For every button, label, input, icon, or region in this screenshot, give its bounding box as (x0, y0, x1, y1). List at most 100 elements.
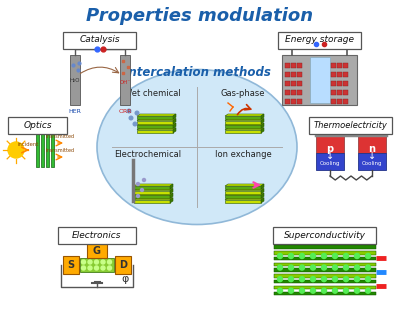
Bar (70, 55, 80, 105)
Bar (46, 133, 49, 167)
Bar (274, 245, 376, 249)
Polygon shape (261, 193, 264, 198)
Text: Properties modulation: Properties modulation (86, 7, 314, 25)
Bar (274, 292, 376, 295)
Bar (331, 89, 336, 95)
Bar (344, 62, 349, 68)
Bar (137, 116, 173, 119)
Bar (285, 89, 290, 95)
Bar (297, 62, 302, 68)
Text: ORR: ORR (118, 109, 132, 114)
Bar (274, 286, 376, 289)
Text: Electronics: Electronics (72, 230, 122, 240)
Circle shape (288, 288, 294, 293)
Text: incident: incident (17, 142, 39, 147)
Bar (225, 130, 261, 133)
Circle shape (366, 288, 370, 293)
Circle shape (288, 265, 294, 270)
Polygon shape (137, 128, 176, 130)
Bar (285, 62, 290, 68)
Bar (41, 133, 44, 167)
Bar (120, 55, 130, 105)
Bar (274, 268, 376, 272)
Text: S: S (67, 260, 74, 270)
Circle shape (143, 178, 145, 181)
Polygon shape (261, 123, 264, 128)
Polygon shape (225, 128, 264, 130)
Circle shape (310, 288, 316, 293)
Circle shape (8, 142, 24, 158)
Circle shape (277, 277, 282, 281)
Bar (338, 98, 342, 103)
Bar (134, 186, 170, 189)
Polygon shape (170, 198, 173, 203)
Circle shape (344, 277, 349, 281)
Circle shape (366, 265, 370, 270)
Polygon shape (225, 188, 264, 190)
Circle shape (299, 265, 305, 270)
Bar (297, 72, 302, 76)
Text: φ: φ (121, 274, 129, 284)
Polygon shape (173, 128, 176, 133)
Bar (285, 81, 290, 85)
Circle shape (129, 116, 133, 120)
Text: Ion exchange: Ion exchange (215, 150, 271, 159)
Polygon shape (134, 184, 173, 186)
Polygon shape (134, 198, 173, 200)
Bar (137, 125, 173, 128)
Bar (225, 190, 261, 194)
Circle shape (333, 254, 338, 258)
Circle shape (322, 288, 327, 293)
FancyBboxPatch shape (87, 244, 107, 258)
Circle shape (277, 254, 282, 258)
Bar (225, 121, 261, 124)
Text: transmitted: transmitted (45, 148, 74, 153)
FancyBboxPatch shape (310, 116, 392, 134)
Circle shape (127, 109, 131, 113)
Circle shape (355, 265, 359, 270)
Circle shape (322, 265, 327, 270)
Polygon shape (225, 114, 264, 116)
Polygon shape (134, 188, 173, 190)
Circle shape (88, 266, 92, 270)
Text: Cooling: Cooling (362, 161, 382, 165)
Circle shape (299, 254, 305, 258)
Circle shape (277, 288, 282, 293)
Polygon shape (261, 198, 264, 203)
Polygon shape (173, 114, 176, 119)
Bar (134, 195, 170, 198)
Polygon shape (137, 119, 176, 121)
Polygon shape (134, 193, 173, 195)
Bar (36, 133, 39, 167)
Text: Cooling: Cooling (320, 161, 340, 165)
Bar (291, 98, 296, 103)
Circle shape (88, 260, 92, 264)
Polygon shape (261, 114, 264, 119)
Circle shape (136, 183, 139, 186)
FancyBboxPatch shape (63, 32, 136, 48)
Polygon shape (173, 123, 176, 128)
Polygon shape (261, 184, 264, 189)
Text: Energy storage: Energy storage (286, 35, 355, 45)
Circle shape (333, 288, 338, 293)
Bar (291, 72, 296, 76)
Circle shape (288, 277, 294, 281)
Bar (344, 89, 349, 95)
Bar (225, 186, 261, 189)
Bar (80, 258, 114, 272)
Bar (225, 125, 261, 128)
Circle shape (133, 122, 137, 126)
Circle shape (101, 260, 105, 264)
Bar (310, 57, 330, 103)
Bar (137, 121, 173, 124)
FancyBboxPatch shape (273, 227, 377, 243)
Bar (297, 81, 302, 85)
Circle shape (310, 277, 316, 281)
Polygon shape (225, 123, 264, 125)
Bar (338, 81, 342, 85)
Circle shape (366, 254, 370, 258)
Circle shape (355, 288, 359, 293)
Polygon shape (173, 119, 176, 124)
Circle shape (366, 277, 370, 281)
Text: Thermoelectricity: Thermoelectricity (314, 121, 388, 129)
